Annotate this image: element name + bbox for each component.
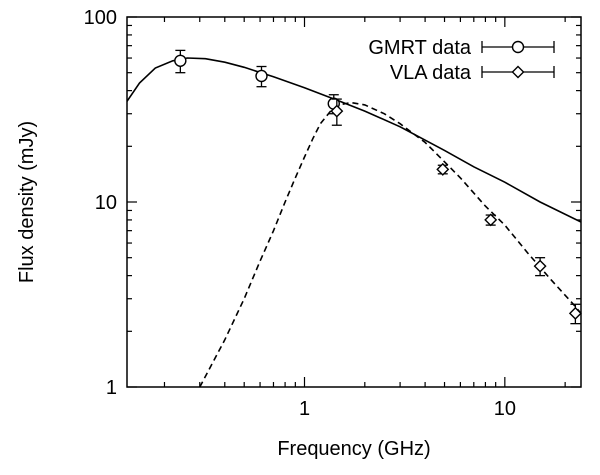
legend-label-gmrt: GMRT data	[368, 37, 472, 59]
y-tick-label: 1	[106, 377, 117, 399]
data-points	[174, 49, 582, 325]
legend-label-vla: VLA data	[390, 62, 472, 84]
legend-marker-gmrt	[511, 40, 525, 54]
legend: GMRT data VLA data	[368, 37, 555, 84]
vla-data-point	[330, 104, 344, 118]
axis-ticks	[127, 16, 581, 388]
gmrt-data-point	[255, 69, 268, 83]
x-tick-label: 10	[494, 398, 516, 420]
axis-tick-labels: 1 10 1 10 100	[84, 7, 516, 420]
y-axis-title: Flux density (mJy)	[16, 121, 38, 283]
vla-data-point	[484, 213, 498, 227]
vla-data-point	[533, 259, 547, 273]
vla-data-point	[568, 306, 582, 320]
legend-marker-vla	[511, 65, 525, 79]
gmrt-model-curve	[127, 57, 581, 223]
y-tick-label: 10	[95, 192, 117, 214]
gmrt-data-point	[174, 54, 187, 67]
x-tick-label: 1	[299, 398, 310, 420]
vla-data-point	[436, 162, 450, 176]
x-axis-title: Frequency (GHz)	[277, 438, 430, 460]
model-curves	[127, 57, 581, 387]
y-tick-label: 100	[84, 7, 117, 29]
vla-model-curve	[199, 101, 581, 387]
